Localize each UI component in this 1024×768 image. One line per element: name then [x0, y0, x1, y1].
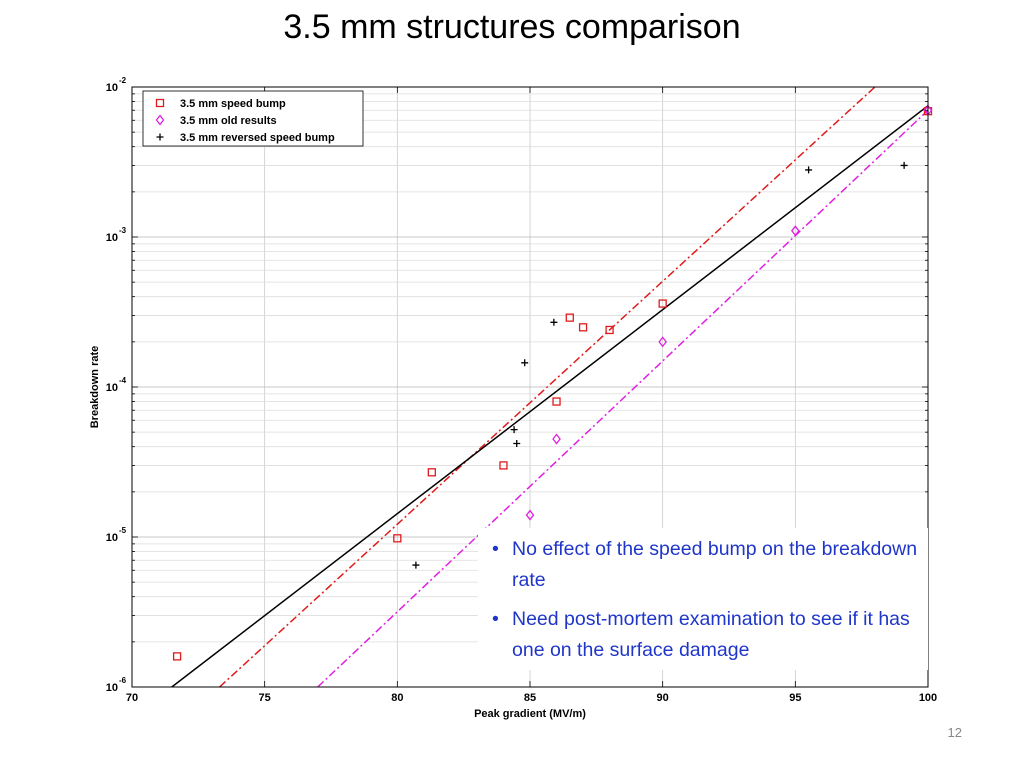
data-point-plus	[550, 318, 558, 326]
data-point-diamond	[525, 509, 535, 521]
data-point-square	[172, 652, 182, 661]
page-number: 12	[947, 725, 962, 740]
legend-box	[142, 90, 364, 147]
data-point-diamond	[552, 433, 561, 445]
data-point-plus	[900, 161, 908, 169]
data-point-diamond	[658, 336, 667, 348]
x-tick-label: 90	[657, 692, 669, 704]
y-tick-label: 10	[106, 82, 118, 94]
x-axis-label: Peak gradient (MV/m)	[474, 708, 586, 720]
data-point-square	[605, 325, 614, 335]
data-point-square	[499, 461, 508, 470]
legend-entry-label: 3.5 mm old results	[180, 115, 277, 127]
data-point-square	[565, 313, 574, 322]
x-tick-label: 95	[789, 692, 801, 704]
legend-entry-label: 3.5 mm reversed speed bump	[180, 132, 335, 144]
legend-marker-diamond	[155, 114, 165, 126]
x-tick-label: 80	[391, 692, 403, 704]
data-point-plus	[805, 166, 813, 174]
y-tick-exponent: -5	[119, 526, 127, 535]
y-axis-label: Breakdown rate	[89, 346, 101, 429]
note-item: Need post-mortem examination to see if i…	[492, 604, 928, 666]
y-tick-exponent: -2	[119, 76, 127, 85]
y-tick-exponent: -6	[119, 676, 127, 685]
data-point-plus	[521, 359, 529, 367]
overall-fit-line	[171, 105, 928, 687]
legend-entry-label: 3.5 mm speed bump	[180, 98, 286, 110]
data-point-square	[393, 534, 402, 543]
data-point-square	[427, 468, 436, 477]
x-tick-label: 75	[259, 692, 271, 704]
data-point-square	[578, 323, 588, 332]
y-tick-label: 10	[106, 232, 118, 244]
slide-title: 3.5 mm structures comparison	[283, 8, 741, 46]
x-tick-label: 70	[126, 692, 138, 704]
data-point-plus	[412, 561, 420, 569]
series-fit-line	[219, 87, 876, 687]
data-point-square	[658, 299, 667, 308]
y-tick-exponent: -3	[119, 226, 127, 235]
x-tick-label: 85	[524, 692, 536, 704]
y-tick-label: 10	[106, 532, 118, 544]
fit-lines	[171, 87, 928, 687]
y-tick-label: 10	[106, 382, 118, 394]
note-item: No effect of the speed bump on the break…	[492, 534, 928, 596]
legend-marker-square	[155, 98, 165, 108]
series-fit-line	[317, 109, 928, 687]
y-tick-exponent: -4	[119, 376, 127, 385]
legend-marker-plus	[156, 133, 164, 141]
data-point-diamond	[791, 225, 800, 237]
legend: 3.5 mm speed bump 3.5 mm old results 3.5 m…	[142, 90, 364, 147]
data-point-square	[552, 397, 561, 406]
x-tick-label: 100	[919, 692, 937, 704]
data-point-plus	[513, 440, 521, 448]
y-tick-label: 10	[106, 682, 118, 694]
notes-list: No effect of the speed bump on the break…	[478, 534, 928, 666]
data-point-plus	[510, 426, 518, 434]
notes-callout: No effect of the speed bump on the break…	[478, 528, 928, 670]
data-points	[172, 104, 933, 661]
